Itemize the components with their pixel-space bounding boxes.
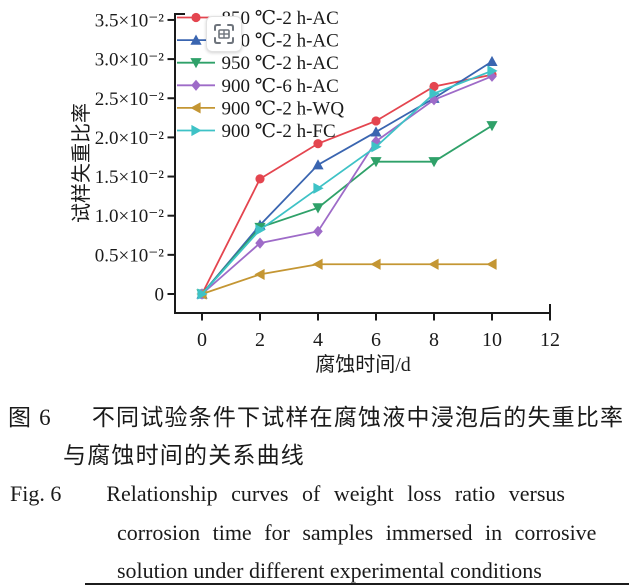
chart-text: 2 [255,329,265,351]
legend-label-3: 900 ℃-6 h-AC [222,76,339,97]
chart-text: 8 [429,329,439,351]
chart-text: 3.5×10⁻² [95,10,164,31]
series-5 [197,65,498,300]
figure-number-en: Fig. 6 [10,481,62,506]
chart-text: 3.0×10⁻² [95,50,164,71]
legend-item-3: 900 ℃-6 h-AC [177,76,339,97]
chart-text: 1.5×10⁻² [95,167,164,188]
chart-text: 2.0×10⁻² [95,128,164,149]
y-axis-title: 试样失重比率 [70,103,93,223]
chart-text: 1.0×10⁻² [95,206,164,227]
caption-en-text: Relationship curves of weight loss ratio… [106,481,565,506]
chart-text: 2.5×10⁻² [95,89,164,110]
caption-zh-text: 不同试验条件下试样在腐蚀液中浸泡后的失重比率 [91,405,625,430]
chart-text: 0.5×10⁻² [95,245,164,266]
chart-text: 0 [197,329,207,351]
chart-canvas: 0 0.5×10⁻² 1.0×10⁻² 1.5×10⁻² 2.0×10⁻² 2.5×10⁻… [70,8,560,376]
caption-zh-line1: 图 6 不同试验条件下试样在腐蚀液中浸泡后的失重比率 [8,398,624,432]
legend-label-4: 900 ℃-2 h-WQ [222,98,345,119]
legend-item-1: 900 ℃-2 h-AC [177,31,339,52]
screenshot-capture-icon[interactable] [206,16,242,52]
legend-item-2: 950 ℃-2 h-AC [177,53,339,74]
legend-item-4: 900 ℃-2 h-WQ [177,98,344,119]
x-axis-title: 腐蚀时间/d [315,353,411,376]
weight-loss-chart: 0 0.5×10⁻² 1.0×10⁻² 1.5×10⁻² 2.0×10⁻² 2.5×10⁻… [70,8,560,376]
caption-en-line3: solution under different experimental co… [117,558,542,583]
legend-item-5: 900 ℃-2 h-FC [177,121,336,142]
chart-text: 0 [155,285,165,306]
figure-number-zh: 图 6 [8,405,52,430]
chart-text: 10 [482,329,502,351]
legend-label-1: 900 ℃-2 h-AC [222,31,339,52]
legend-item-0: 850 ℃-2 h-AC [177,8,339,29]
caption-en-line1: Fig. 6 Relationship curves of weight loss… [10,481,565,507]
chart-text: 12 [540,329,560,351]
capture-frame-glyph [214,24,234,44]
legend-label-2: 950 ℃-2 h-AC [222,53,339,74]
caption-en-line2: corrosion time for samples immersed in c… [117,520,597,545]
caption-zh-line2: 与腐蚀时间的关系曲线 [63,443,305,468]
legend-label-5: 900 ℃-2 h-FC [222,121,336,142]
chart-text: 6 [371,329,381,351]
tick-labels: 0 0.5×10⁻² 1.0×10⁻² 1.5×10⁻² 2.0×10⁻² 2.5×10⁻… [95,10,560,351]
chart-text: 4 [313,329,323,351]
bottom-rule [85,583,629,585]
series-4 [196,258,497,300]
axes [167,13,551,321]
legend-label-0: 850 ℃-2 h-AC [222,8,339,29]
